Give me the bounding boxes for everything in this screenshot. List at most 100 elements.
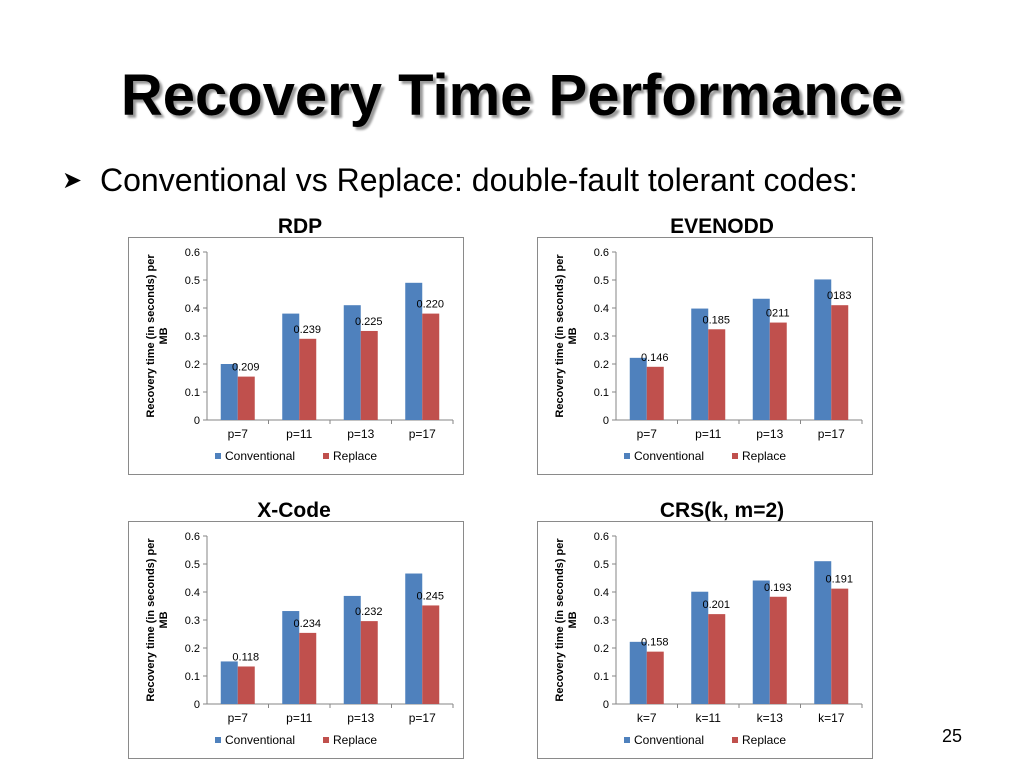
bar-conventional	[629, 641, 647, 704]
y-tick-label: 0.1	[185, 387, 200, 399]
y-tick-label: 0.2	[594, 643, 609, 655]
y-tick-label: 0.5	[185, 559, 200, 571]
bar-replace	[422, 605, 440, 704]
legend-swatch-conventional	[215, 453, 221, 459]
x-tick-label: p=7	[228, 427, 249, 441]
bar-conventional	[282, 611, 300, 704]
x-tick-label: p=17	[409, 427, 436, 441]
bar-replace	[299, 632, 317, 704]
x-tick-label: p=13	[756, 427, 783, 441]
x-tick-label: p=17	[818, 427, 845, 441]
bullet-text: Conventional vs Replace: double-fault to…	[100, 162, 858, 198]
x-tick-label: p=11	[286, 427, 312, 441]
y-tick-label: 0.6	[594, 531, 609, 543]
chart-title-rdp: RDP	[277, 215, 323, 238]
bar-conventional	[405, 282, 423, 420]
y-tick-label: 0.2	[185, 359, 200, 371]
arrow-bullet-icon: ➤	[62, 167, 83, 194]
bar-replace	[237, 666, 255, 704]
y-axis-label: Recovery time (in seconds) perMB	[145, 538, 170, 702]
x-tick-label: p=7	[637, 427, 658, 441]
y-tick-label: 0.1	[185, 671, 200, 683]
x-tick-label: p=11	[286, 711, 312, 725]
chart-panel-evenodd: Recovery time (in seconds) perMB 0 0.1 0.2 0…	[537, 237, 873, 475]
bar-conventional	[343, 305, 361, 420]
chart-title-xcode: X-Code	[257, 499, 331, 522]
data-label: 0.220	[416, 299, 444, 311]
bar-replace	[831, 305, 849, 420]
y-tick-label: 0.3	[185, 331, 200, 343]
chart-title-evenodd: EVENODD	[670, 215, 774, 238]
data-label: 0.158	[641, 637, 669, 649]
data-label: 0.193	[764, 582, 792, 594]
legend-label-replace: Replace	[333, 733, 377, 747]
bar-replace	[422, 313, 440, 420]
y-axis-label: Recovery time (in seconds) perMB	[554, 254, 579, 418]
data-label: 0.239	[293, 324, 321, 336]
bar-replace	[646, 651, 664, 704]
bar-conventional	[814, 279, 832, 420]
data-label: 0.232	[355, 606, 383, 618]
x-tick-label: k=11	[696, 711, 722, 725]
x-tick-label: k=13	[757, 711, 784, 725]
legend-label-replace: Replace	[742, 449, 786, 463]
bar-conventional	[629, 357, 647, 420]
y-tick-label: 0.2	[185, 643, 200, 655]
y-tick-label: 0.2	[594, 359, 609, 371]
legend-swatch-replace	[732, 737, 738, 743]
data-label: 0.185	[702, 314, 730, 326]
x-tick-label: p=13	[347, 711, 374, 725]
data-label: 0.245	[416, 590, 444, 602]
bar-replace	[646, 366, 664, 420]
legend-label-conventional: Conventional	[634, 449, 704, 463]
bullet-point: ➤ Conventional vs Replace: double-fault t…	[62, 162, 858, 199]
bar-conventional	[405, 573, 423, 704]
y-tick-label: 0.3	[594, 331, 609, 343]
legend-label-conventional: Conventional	[634, 733, 704, 747]
legend-label-conventional: Conventional	[225, 449, 295, 463]
bar-replace	[708, 614, 726, 704]
legend-swatch-conventional	[624, 737, 630, 743]
data-label: 0211	[766, 308, 790, 320]
data-label: 0183	[827, 290, 851, 302]
x-tick-label: k=17	[818, 711, 845, 725]
x-tick-label: p=11	[695, 427, 721, 441]
chart-title-crs: CRS(k, m=2)	[659, 499, 785, 522]
data-label: 0.201	[702, 599, 730, 611]
data-label: 0.225	[355, 316, 383, 328]
slide-number: 25	[941, 726, 962, 746]
x-tick-label: p=17	[409, 711, 436, 725]
bar-replace	[237, 376, 255, 420]
x-tick-label: k=7	[637, 711, 657, 725]
y-axis-label: Recovery time (in seconds) perMB	[145, 254, 170, 418]
bar-chart-svg: Recovery time (in seconds) perMB 0 0.1 0.2 0…	[145, 531, 454, 747]
y-tick-label: 0.3	[594, 615, 609, 627]
bar-conventional	[752, 580, 770, 704]
bar-replace	[299, 338, 317, 420]
bar-replace	[360, 330, 378, 420]
y-tick-label: 0	[603, 699, 609, 711]
bar-replace	[360, 621, 378, 704]
data-label: 0.146	[641, 352, 669, 364]
bar-replace	[769, 322, 787, 420]
chart-panel-rdp: Recovery time (in seconds) perMB 0 0.1 0.2 0…	[128, 237, 464, 475]
chart-panel-xcode: Recovery time (in seconds) perMB 0 0.1 0.2 0…	[128, 521, 464, 759]
bar-replace	[708, 329, 726, 420]
data-label: 0.191	[825, 574, 853, 586]
y-tick-label: 0.6	[594, 247, 609, 259]
y-tick-label: 0.4	[594, 587, 609, 599]
legend-swatch-replace	[323, 453, 329, 459]
data-label: 0.209	[232, 362, 260, 374]
y-tick-label: 0.4	[185, 303, 200, 315]
bar-conventional	[814, 561, 832, 704]
legend-label-replace: Replace	[742, 733, 786, 747]
legend-swatch-conventional	[624, 453, 630, 459]
y-tick-label: 0	[603, 415, 609, 427]
bar-replace	[769, 596, 787, 704]
data-label: 0.234	[293, 618, 321, 630]
y-tick-label: 0	[194, 699, 200, 711]
bar-conventional	[752, 298, 770, 420]
legend-swatch-replace	[732, 453, 738, 459]
legend-label-conventional: Conventional	[225, 733, 295, 747]
y-tick-label: 0.1	[594, 671, 609, 683]
